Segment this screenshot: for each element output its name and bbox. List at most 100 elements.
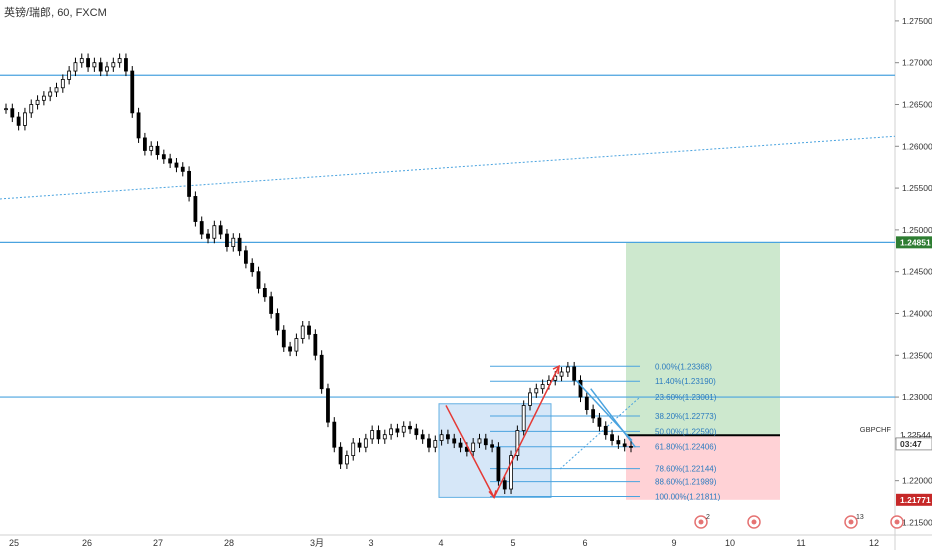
fib-label-3: 38.20%(1.22773) <box>655 412 717 421</box>
event-badge-0: 2 <box>706 514 710 521</box>
price-tag-2: 03:47 <box>900 439 922 449</box>
candle-body-79 <box>502 480 507 490</box>
price-tag-bg-3 <box>896 493 932 506</box>
candle-body-30 <box>193 196 198 222</box>
candle-body-5 <box>35 99 40 105</box>
candle-body-93 <box>591 409 596 419</box>
symbol-label: GBPCHF <box>860 425 892 434</box>
y-tick-label-3: 1.26000 <box>902 141 932 151</box>
candle-body-35 <box>225 233 229 248</box>
fib-label-0: 0.00%(1.23368) <box>655 362 712 371</box>
candle-body-38 <box>243 250 248 264</box>
x-tick-label-3: 28 <box>224 538 234 548</box>
interval: 60 <box>57 7 70 19</box>
candle-body-81 <box>515 430 520 456</box>
candle-body-57 <box>363 438 368 448</box>
candle-body-39 <box>250 262 255 273</box>
trendline-1 <box>590 388 637 448</box>
event-flag-dot-1 <box>751 519 757 525</box>
separator: , <box>51 7 58 19</box>
candle-body-83 <box>528 392 532 406</box>
candle-body-74 <box>471 442 476 452</box>
candle-body-15 <box>98 62 103 72</box>
candle-body-85 <box>540 384 545 390</box>
candle-body-63 <box>401 425 406 433</box>
candle-body-25 <box>161 154 166 160</box>
x-tick-label-7: 5 <box>510 538 515 548</box>
y-tick-label-8: 1.23500 <box>902 350 932 360</box>
candle-body-8 <box>54 87 59 93</box>
chart-title: 英镑/瑞郎, 60, FXCM <box>4 4 107 20</box>
candle-body-92 <box>584 396 589 411</box>
candle-body-66 <box>420 434 425 440</box>
y-tick-label-6: 1.24500 <box>902 267 932 277</box>
candle-body-95 <box>603 425 608 436</box>
candle-body-78 <box>496 446 501 482</box>
y-tick-label-5: 1.25000 <box>902 225 932 235</box>
target-zone <box>626 242 780 436</box>
candle-body-16 <box>105 66 109 72</box>
price-tag-1: 1.22544 <box>900 430 931 440</box>
candle-body-61 <box>389 428 394 436</box>
candle-body-36 <box>231 237 236 248</box>
candle-body-20 <box>130 70 135 114</box>
candle-body-4 <box>29 104 34 114</box>
candle-body-96 <box>610 434 614 441</box>
candle-body-88 <box>559 371 564 377</box>
event-badge-2: 13 <box>856 514 864 521</box>
candle-body-91 <box>578 379 583 398</box>
candle-body-17 <box>111 62 116 68</box>
x-tick-label-8: 6 <box>582 538 587 548</box>
fib-label-2: 23.60%(1.23001) <box>655 393 717 402</box>
candle-body-71 <box>452 438 457 444</box>
candle-body-42 <box>269 296 274 314</box>
candle-body-77 <box>490 444 495 448</box>
exchange: FXCM <box>75 7 107 19</box>
price-tag-bg-2 <box>895 437 932 451</box>
candle-body-94 <box>597 417 602 427</box>
candle-body-26 <box>168 158 173 164</box>
x-tick-label-4: 3月 <box>310 538 324 548</box>
candle-body-0 <box>4 108 8 111</box>
candle-body-44 <box>281 329 286 348</box>
fib-label-1: 11.40%(1.23190) <box>655 377 716 386</box>
candle-body-49 <box>313 333 318 356</box>
candle-body-76 <box>483 438 488 446</box>
candle-body-51 <box>326 388 330 423</box>
y-tick-label-7: 1.24000 <box>902 308 932 318</box>
x-tick-label-1: 26 <box>82 538 92 548</box>
pattern-arrow-0 <box>445 405 495 498</box>
stop-zone <box>626 435 780 500</box>
x-tick-label-11: 11 <box>796 538 805 548</box>
pattern-arrow-1 <box>493 365 560 498</box>
candle-body-2 <box>16 116 21 126</box>
symbol-name: 英镑/瑞郎 <box>4 7 52 19</box>
event-flag-dot-3 <box>894 519 900 525</box>
candle-body-62 <box>395 428 400 433</box>
separator: , <box>69 7 76 19</box>
candle-body-27 <box>174 162 179 168</box>
candle-body-89 <box>565 366 570 373</box>
price-tag-3: 1.21771 <box>900 495 931 505</box>
y-tick-label-11: 1.22000 <box>902 476 932 486</box>
candle-body-55 <box>351 442 356 456</box>
candle-body-43 <box>275 313 280 331</box>
candle-body-32 <box>206 233 210 239</box>
candle-body-3 <box>23 112 27 126</box>
candle-body-29 <box>187 170 191 197</box>
trendline-0 <box>0 135 896 200</box>
y-tick-label-12: 1.21500 <box>902 517 932 527</box>
candle-body-75 <box>477 438 482 444</box>
candle-body-37 <box>237 237 242 252</box>
fib-diagonal <box>559 396 641 470</box>
y-tick-label-1: 1.27000 <box>902 58 932 68</box>
y-tick-label-2: 1.26500 <box>902 99 932 109</box>
event-flag-dot-0 <box>698 519 704 525</box>
candle-body-59 <box>376 430 381 440</box>
y-tick-label-4: 1.25500 <box>902 183 932 193</box>
candle-body-69 <box>439 434 444 441</box>
x-tick-label-9: 9 <box>671 538 676 548</box>
candle-body-82 <box>521 405 526 431</box>
